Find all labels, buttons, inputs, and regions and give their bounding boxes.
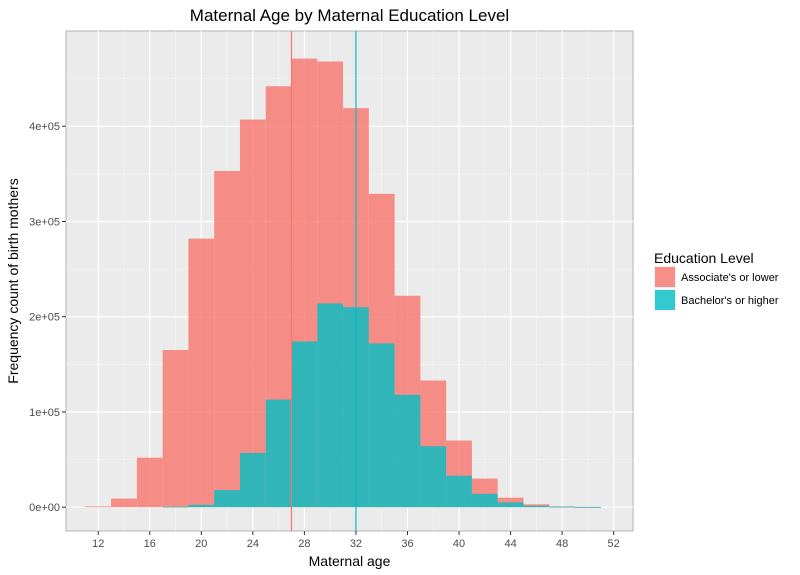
histogram-bar xyxy=(239,452,266,508)
y-tick-label: 2e+05 xyxy=(29,312,60,324)
legend-label: Bachelor's or higher xyxy=(681,295,779,307)
histogram-bar xyxy=(188,238,215,508)
histogram-bar xyxy=(497,502,524,508)
x-axis-title: Maternal age xyxy=(309,553,391,569)
histogram-bar xyxy=(85,506,112,508)
histogram-bar xyxy=(162,350,189,508)
legend-items: Associate's or lower Bachelor's or higher xyxy=(654,266,779,311)
histogram-bar xyxy=(446,475,472,508)
histogram-bar xyxy=(523,505,550,508)
histogram-bar xyxy=(394,394,421,508)
y-tick-label: 1e+05 xyxy=(29,407,60,419)
x-tick-label: 48 xyxy=(556,538,568,550)
y-tick-label: 4e+05 xyxy=(29,121,60,133)
histogram-bar xyxy=(214,490,240,508)
legend: Education Level Associate's or lower Bach… xyxy=(654,250,779,311)
x-tick-label: 24 xyxy=(247,538,259,550)
x-tick-label: 36 xyxy=(401,538,413,550)
y-axis-title: Frequency count of birth mothers xyxy=(5,178,21,383)
y-axis-ticks: 0e+00 1e+05 2e+05 3e+05 4e+05 xyxy=(29,121,66,514)
x-tick-label: 52 xyxy=(608,538,620,550)
x-axis-ticks: 12 16 20 24 28 32 36 40 44 48 52 xyxy=(92,531,620,550)
x-tick-label: 20 xyxy=(195,538,207,550)
histogram-bar xyxy=(136,457,163,508)
histogram-bar xyxy=(549,506,576,508)
chart-title: Maternal Age by Maternal Education Level xyxy=(190,6,509,25)
histogram-bar xyxy=(291,341,318,508)
legend-swatch xyxy=(655,290,675,310)
x-tick-label: 28 xyxy=(298,538,310,550)
x-tick-label: 12 xyxy=(92,538,104,550)
histogram-bar xyxy=(575,506,601,508)
x-tick-label: 40 xyxy=(453,538,465,550)
histogram-bar xyxy=(188,504,215,508)
histogram-bar xyxy=(111,498,137,508)
histogram-bar xyxy=(317,303,344,508)
histogram-bar xyxy=(420,446,447,508)
x-tick-label: 44 xyxy=(504,538,516,550)
legend-title: Education Level xyxy=(654,250,754,266)
legend-swatch xyxy=(655,267,675,287)
bar-series-1 xyxy=(85,58,601,508)
y-tick-label: 3e+05 xyxy=(29,216,60,228)
histogram-bar xyxy=(471,493,498,508)
histogram-bar xyxy=(265,399,292,508)
x-tick-label: 16 xyxy=(144,538,156,550)
histogram-bar xyxy=(162,506,189,508)
histogram-bar xyxy=(239,119,266,508)
x-tick-label: 32 xyxy=(350,538,362,550)
histogram-bar xyxy=(368,343,395,508)
y-tick-label: 0e+00 xyxy=(29,502,60,514)
mean-lines xyxy=(290,31,357,531)
legend-label: Associate's or lower xyxy=(681,272,779,284)
histogram-bar xyxy=(214,171,240,508)
